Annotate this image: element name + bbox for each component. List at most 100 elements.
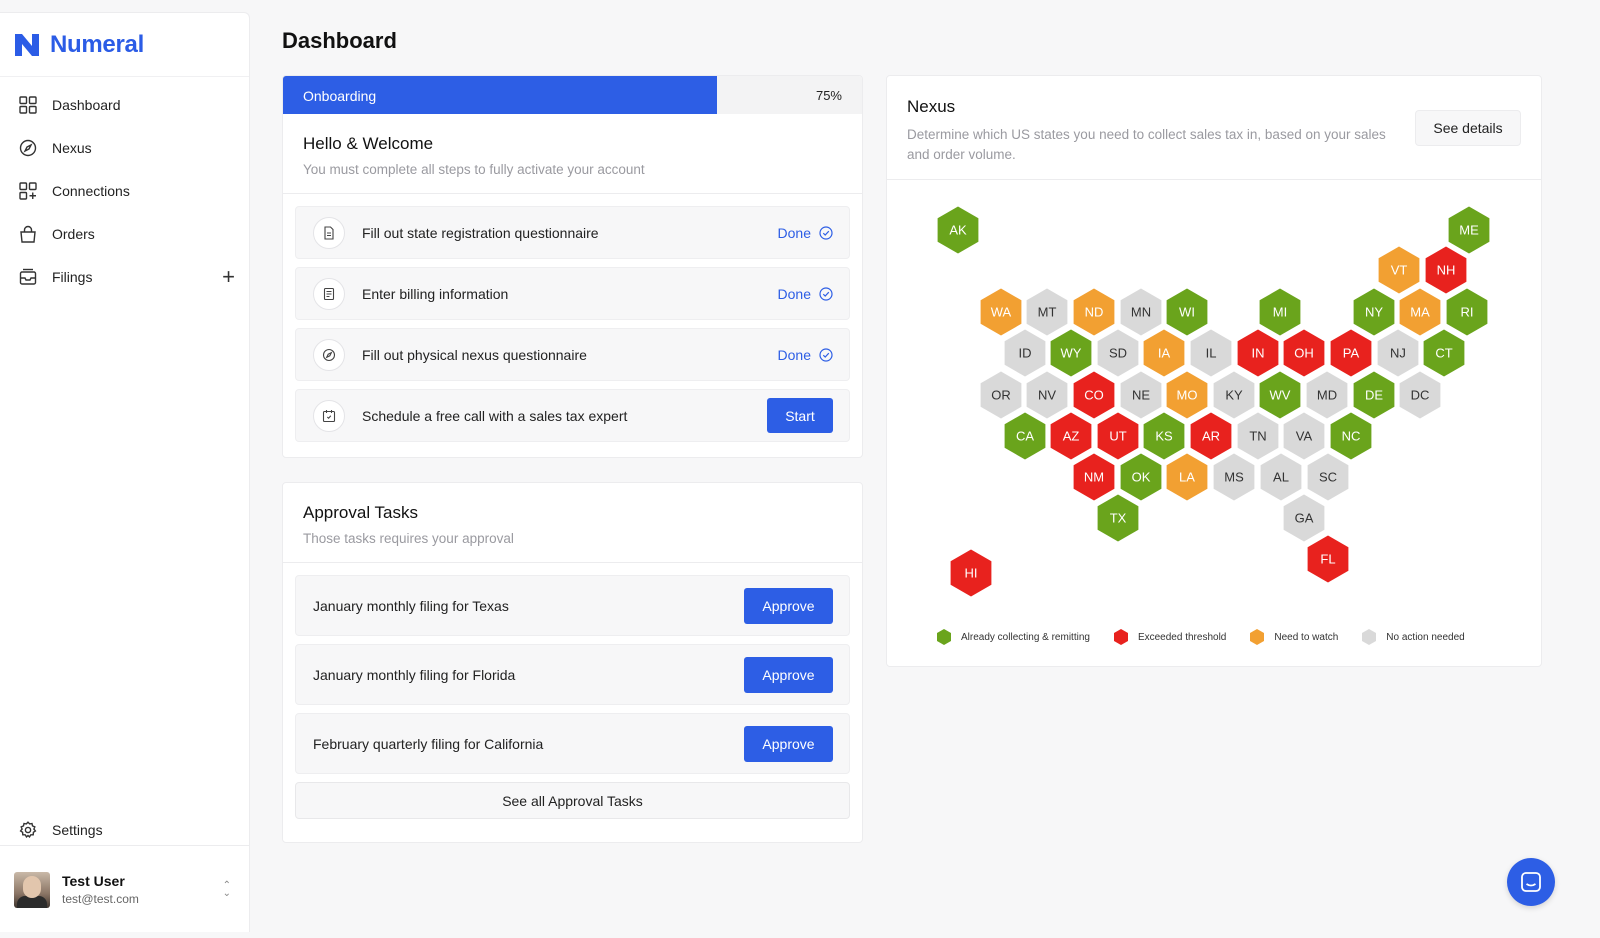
chevron-up-down-icon[interactable]: ⌃ ⌄ [222, 880, 231, 899]
approve-button[interactable]: Approve [744, 587, 833, 624]
state-hex-mn[interactable]: MN [1120, 288, 1162, 336]
state-hex-co[interactable]: CO [1073, 371, 1115, 419]
state-hex-ny[interactable]: NY [1353, 288, 1395, 336]
state-hex-oh[interactable]: OH [1283, 329, 1325, 377]
nexus-hex-map: AK ME VT NH WA MT ND MN WI MI NY MA RI ID WY SD IA IL IN OH… [937, 206, 1490, 597]
onboarding-step[interactable]: Fill out state registration questionnair… [295, 206, 850, 259]
chat-launcher-button[interactable] [1507, 858, 1555, 906]
state-code-label: AK [949, 223, 967, 238]
state-code-label: DE [1365, 388, 1383, 403]
state-hex-shape [1237, 329, 1279, 377]
state-hex-vt[interactable]: VT [1378, 246, 1420, 294]
state-hex-la[interactable]: LA [1166, 453, 1208, 501]
state-hex-hi[interactable]: HI [950, 549, 992, 597]
sidebar-item-orders[interactable]: Orders [0, 212, 249, 255]
start-button[interactable]: Start [767, 398, 833, 433]
state-hex-nd[interactable]: ND [1073, 288, 1115, 336]
state-hex-shape [1330, 412, 1372, 460]
approve-button[interactable]: Approve [744, 725, 833, 762]
brand-logo[interactable]: Numeral [0, 13, 249, 77]
state-hex-wy[interactable]: WY [1050, 329, 1092, 377]
state-hex-ct[interactable]: CT [1423, 329, 1465, 377]
state-hex-ca[interactable]: CA [1004, 412, 1046, 460]
sidebar-item-settings[interactable]: Settings [0, 808, 249, 851]
state-hex-ga[interactable]: GA [1283, 494, 1325, 542]
state-code-label: DC [1411, 388, 1430, 403]
approval-header: Approval Tasks Those tasks requires your… [283, 483, 862, 563]
state-hex-or[interactable]: OR [980, 371, 1022, 419]
state-code-label: MA [1410, 305, 1430, 320]
state-hex-wv[interactable]: WV [1259, 371, 1301, 419]
state-hex-shape [1120, 453, 1162, 501]
state-code-label: VA [1296, 429, 1313, 444]
onboarding-step[interactable]: Fill out physical nexus questionnaire Do… [295, 328, 850, 381]
state-hex-de[interactable]: DE [1353, 371, 1395, 419]
state-hex-sd[interactable]: SD [1097, 329, 1139, 377]
task-label: February quarterly filing for California [313, 735, 544, 752]
state-hex-mt[interactable]: MT [1026, 288, 1068, 336]
state-hex-fl[interactable]: FL [1307, 535, 1349, 583]
state-hex-dc[interactable]: DC [1399, 371, 1441, 419]
sidebar-item-connections[interactable]: Connections [0, 169, 249, 212]
state-hex-nm[interactable]: NM [1073, 453, 1115, 501]
state-hex-ri[interactable]: RI [1446, 288, 1488, 336]
state-hex-id[interactable]: ID [1004, 329, 1046, 377]
onboarding-step[interactable]: Enter billing information Done [295, 267, 850, 320]
state-hex-sc[interactable]: SC [1307, 453, 1349, 501]
state-hex-nj[interactable]: NJ [1377, 329, 1419, 377]
sidebar-item-nexus[interactable]: Nexus [0, 126, 249, 169]
see-all-approval-tasks-button[interactable]: See all Approval Tasks [295, 782, 850, 819]
approval-task: January monthly filing for Florida Appro… [295, 644, 850, 705]
state-hex-shape [1166, 371, 1208, 419]
state-hex-nv[interactable]: NV [1026, 371, 1068, 419]
state-code-label: OK [1132, 470, 1151, 485]
state-hex-ma[interactable]: MA [1399, 288, 1441, 336]
state-hex-md[interactable]: MD [1306, 371, 1348, 419]
sidebar-item-filings[interactable]: Filings + [0, 255, 249, 298]
sidebar-item-dashboard[interactable]: Dashboard [0, 83, 249, 126]
state-hex-ut[interactable]: UT [1097, 412, 1139, 460]
add-filing-icon[interactable]: + [222, 263, 235, 289]
state-hex-ok[interactable]: OK [1120, 453, 1162, 501]
state-hex-mo[interactable]: MO [1166, 371, 1208, 419]
state-hex-pa[interactable]: PA [1330, 329, 1372, 377]
approval-task: February quarterly filing for California… [295, 713, 850, 774]
state-code-label: KS [1155, 429, 1173, 444]
state-hex-tn[interactable]: TN [1237, 412, 1279, 460]
settings-label: Settings [52, 821, 103, 838]
state-hex-in[interactable]: IN [1237, 329, 1279, 377]
state-hex-shape [1073, 288, 1115, 336]
state-hex-al[interactable]: AL [1260, 453, 1302, 501]
state-hex-mi[interactable]: MI [1259, 288, 1301, 336]
step-status-text: Done [777, 285, 811, 302]
state-hex-ar[interactable]: AR [1190, 412, 1232, 460]
see-details-button[interactable]: See details [1415, 110, 1521, 146]
state-hex-tx[interactable]: TX [1097, 494, 1139, 542]
state-hex-me[interactable]: ME [1448, 206, 1490, 254]
approve-button[interactable]: Approve [744, 656, 833, 693]
state-hex-nc[interactable]: NC [1330, 412, 1372, 460]
state-hex-va[interactable]: VA [1283, 412, 1325, 460]
state-hex-shape [1213, 371, 1255, 419]
state-code-label: AL [1273, 470, 1289, 485]
state-hex-wi[interactable]: WI [1166, 288, 1208, 336]
state-hex-shape [1283, 494, 1325, 542]
state-hex-shape [1097, 412, 1139, 460]
legend-label: Exceeded threshold [1137, 631, 1227, 643]
connections-icon [18, 181, 38, 201]
state-code-label: MD [1317, 388, 1337, 403]
state-hex-ne[interactable]: NE [1120, 371, 1162, 419]
state-hex-nh[interactable]: NH [1425, 246, 1467, 294]
state-hex-wa[interactable]: WA [980, 288, 1022, 336]
state-hex-ks[interactable]: KS [1143, 412, 1185, 460]
state-hex-ms[interactable]: MS [1213, 453, 1255, 501]
calendar-icon [313, 399, 345, 432]
state-hex-ak[interactable]: AK [937, 206, 979, 254]
step-label: Enter billing information [362, 285, 509, 302]
state-code-label: MI [1273, 305, 1287, 320]
state-hex-az[interactable]: AZ [1050, 412, 1092, 460]
user-menu[interactable]: Test User test@test.com ⌃ ⌄ [0, 845, 249, 933]
state-hex-ia[interactable]: IA [1143, 329, 1185, 377]
state-hex-il[interactable]: IL [1190, 329, 1232, 377]
state-hex-ky[interactable]: KY [1213, 371, 1255, 419]
